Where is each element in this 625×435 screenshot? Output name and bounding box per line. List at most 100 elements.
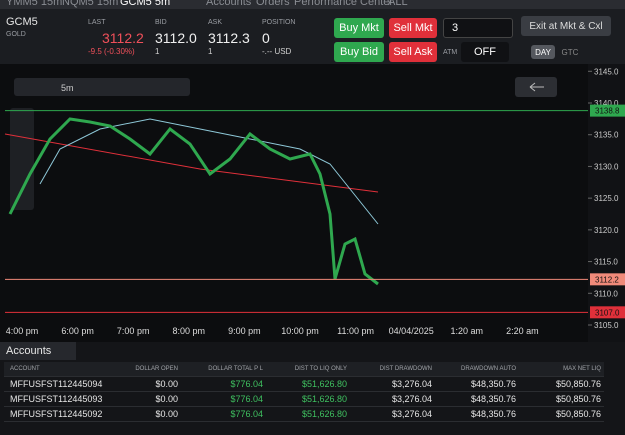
cell: $0.00 xyxy=(155,379,178,389)
quantity-input[interactable]: 3 xyxy=(443,18,513,38)
time-label: 10:00 pm xyxy=(281,326,319,336)
cell: MFFUSFST112445093 xyxy=(10,394,103,404)
ask-label: ASK xyxy=(208,19,223,26)
time-label: 04/04/2025 xyxy=(389,326,434,336)
bid: 3112.0 xyxy=(155,30,197,46)
accounts-panel: Accounts xyxy=(0,342,625,435)
buy-mkt-button[interactable]: Buy Mkt xyxy=(334,18,384,38)
price-tick-label: 3110.0 xyxy=(594,289,618,298)
table-row: MFFUSFST112445093 $0.00 $776.04 $51,626.80 $… xyxy=(4,392,604,407)
tab: NQM5 15m xyxy=(62,0,119,8)
day-button[interactable]: DAY xyxy=(531,45,555,59)
price-tick-label: 3140.0 xyxy=(594,99,619,108)
cell: $3,276.04 xyxy=(391,394,432,404)
cell: $50,850.76 xyxy=(555,394,601,404)
accounts-title: Accounts xyxy=(6,345,52,357)
cell: $776.04 xyxy=(230,394,263,404)
price-tick-label: 3115.0 xyxy=(594,258,618,267)
gtc-button[interactable]: GTC xyxy=(561,47,579,57)
cell: $776.04 xyxy=(230,379,263,389)
cell: DOLLAR OPEN xyxy=(135,366,178,372)
cell: DIST TO LIQ ONLY xyxy=(294,366,347,372)
price-tick-label: 3130.0 xyxy=(594,162,619,171)
price-tick-label: 3105.0 xyxy=(594,321,619,330)
tab: Orders xyxy=(256,0,290,8)
cell: $48,350.76 xyxy=(470,394,516,404)
time-label: 6:00 pm xyxy=(61,326,94,336)
cell: MFFUSFST112445092 xyxy=(10,409,103,419)
cell: $776.04 xyxy=(230,409,263,419)
time-label: 1:20 am xyxy=(451,326,484,336)
time-label: 4:00 pm xyxy=(6,326,39,336)
cell: $3,276.04 xyxy=(391,409,432,419)
cell: $48,350.76 xyxy=(470,409,516,419)
price-marker xyxy=(590,306,625,319)
ask: 3112.3 xyxy=(208,30,250,46)
atm-select[interactable]: OFF xyxy=(461,42,509,62)
position: 0 xyxy=(262,30,270,46)
table-row: MFFUSFST112445094 $0.00 $776.04 $51,626.80 $… xyxy=(4,377,604,392)
chart: 5m 3145.0 3140.0 3135.0 3130.0 3125.0 3120.0 3… xyxy=(0,64,625,342)
cell: $48,350.76 xyxy=(470,379,516,389)
time-label: 11:00 pm xyxy=(337,326,374,336)
price-candles xyxy=(8,117,379,286)
toolbar xyxy=(14,78,190,96)
back-arrow xyxy=(529,82,544,92)
tab: YMM5 15m xyxy=(6,0,63,8)
table-header: ACCOUNT DOLLAR OPEN DOLLAR TOTAL P L DIST T… xyxy=(4,362,604,377)
time-label: 7:00 pm xyxy=(117,326,150,336)
position-label: POSITION xyxy=(262,19,296,26)
tab: Performance Center xyxy=(294,0,394,8)
cell: MAX NET LIQ xyxy=(563,366,601,372)
tab: Accounts xyxy=(206,0,252,8)
symbol: GCM5 xyxy=(6,16,38,28)
table-row: MFFUSFST112445092 $0.00 $776.04 $51,626.80 $… xyxy=(4,407,604,422)
interval: 5m xyxy=(61,83,74,93)
tab: GCM5 5m xyxy=(120,0,171,8)
price-tick-label: 3145.0 xyxy=(594,67,619,76)
change: -9.5 (-0.30%) xyxy=(88,47,135,56)
cell: $0.00 xyxy=(155,394,178,404)
position-value: -.-- USD xyxy=(262,47,292,56)
buy-bid-button[interactable]: Buy Bid xyxy=(334,42,384,62)
time-label: 2:20 am xyxy=(506,326,539,336)
price-marker xyxy=(590,273,625,286)
cell: $0.00 xyxy=(155,409,178,419)
price-marker-label: 3138.8 xyxy=(595,107,620,116)
ask-size: 1 xyxy=(208,47,213,56)
cell: $50,850.76 xyxy=(555,409,601,419)
moving-average xyxy=(39,118,379,225)
tab-bar: YMM5 15m NQM5 15m GCM5 5m Accounts Orders Per… xyxy=(0,0,625,9)
cell: DIST DRAWDOWN xyxy=(379,366,432,372)
accounts-table: ACCOUNT DOLLAR OPEN DOLLAR TOTAL P L DIST T… xyxy=(4,362,604,422)
exit-button[interactable]: Exit at Mkt & Cxl xyxy=(521,16,611,36)
price-marker-label: 3112.2 xyxy=(595,275,619,284)
instrument-name: GOLD xyxy=(6,31,26,38)
tab: ALL xyxy=(388,0,408,8)
last-label: LAST xyxy=(88,19,106,26)
atm-label: ATM xyxy=(443,49,458,56)
cell: ACCOUNT xyxy=(10,366,40,372)
sell-ask-button[interactable]: Sell Ask xyxy=(389,42,437,62)
cell: DOLLAR TOTAL P L xyxy=(208,366,263,372)
sell-mkt-button[interactable]: Sell Mkt xyxy=(389,18,437,38)
cell: $3,276.04 xyxy=(391,379,432,389)
price-tick-label: 3120.0 xyxy=(594,226,619,235)
price-marker xyxy=(590,104,625,117)
bid-size: 1 xyxy=(155,47,160,56)
cell: $51,626.80 xyxy=(301,394,347,404)
price-tick-label: 3125.0 xyxy=(594,194,619,203)
last-price: 3112.2 xyxy=(102,30,144,46)
cell: $50,850.76 xyxy=(555,379,601,389)
bid-label: BID xyxy=(155,19,167,26)
cell: MFFUSFST112445094 xyxy=(10,379,103,389)
chart-bg xyxy=(0,64,625,342)
price-marker-label: 3107.0 xyxy=(595,308,620,317)
cell: DRAWDOWN AUTO xyxy=(461,366,516,372)
cell: $51,626.80 xyxy=(301,379,347,389)
trend-line xyxy=(4,133,379,193)
time-label: 8:00 pm xyxy=(173,326,206,336)
side-toolbar xyxy=(10,108,34,210)
time-label: 9:00 pm xyxy=(228,326,261,336)
